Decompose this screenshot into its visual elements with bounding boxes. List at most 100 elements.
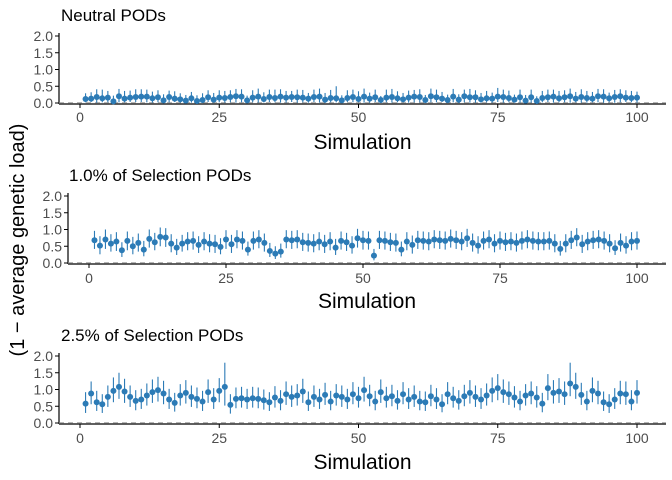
data-point: [533, 394, 540, 401]
data-point: [93, 399, 100, 406]
data-point: [595, 93, 602, 100]
panel-title: 2.5% of Selection PODs: [61, 326, 243, 345]
data-point: [338, 97, 345, 104]
data-point: [283, 391, 290, 398]
data-point: [439, 401, 446, 408]
y-tick-label: 1.5: [43, 205, 63, 221]
data-point: [99, 95, 106, 102]
data-point: [288, 93, 295, 100]
data-point: [349, 93, 356, 100]
data-point: [502, 239, 509, 246]
data-point: [216, 94, 223, 101]
data-point: [188, 95, 195, 102]
y-tick-label: 2.0: [43, 188, 63, 204]
data-point: [260, 397, 267, 404]
data-point: [544, 385, 551, 392]
data-point: [442, 237, 449, 244]
data-point: [533, 97, 540, 104]
x-tick-label: 50: [351, 430, 367, 446]
data-point: [491, 240, 498, 247]
y-tick-label: 1.0: [34, 382, 54, 398]
data-point: [129, 243, 136, 250]
x-tick-label: 75: [490, 430, 506, 446]
data-point: [617, 239, 624, 246]
data-point: [305, 95, 312, 102]
data-point: [171, 399, 178, 406]
data-point: [210, 96, 217, 103]
data-point: [140, 246, 147, 253]
x-tick-label: 0: [76, 430, 84, 446]
x-tick-label: 50: [351, 109, 367, 125]
data-point: [88, 390, 95, 397]
data-point: [283, 94, 290, 101]
data-point: [455, 96, 462, 103]
data-point: [135, 239, 142, 246]
data-point: [528, 94, 535, 101]
data-point: [166, 93, 173, 100]
data-point: [138, 396, 145, 403]
data-point: [634, 389, 640, 396]
data-point: [104, 94, 111, 101]
x-tick-label: 25: [211, 430, 227, 446]
data-point: [82, 400, 89, 407]
data-point: [316, 93, 323, 100]
data-point: [422, 96, 429, 103]
data-point: [628, 94, 635, 101]
data-point: [355, 95, 362, 102]
data-point: [505, 94, 512, 101]
data-point: [93, 93, 100, 100]
data-point: [283, 236, 290, 243]
data-point: [544, 94, 551, 101]
data-point: [453, 237, 460, 244]
data-point: [400, 96, 407, 103]
data-point: [118, 247, 125, 254]
data-point: [500, 389, 507, 396]
data-point: [244, 246, 251, 253]
data-point: [365, 237, 372, 244]
data-point: [179, 240, 186, 247]
data-point: [517, 94, 524, 101]
data-point: [392, 239, 399, 246]
data-point: [600, 399, 607, 406]
data-point: [104, 393, 111, 400]
data-point: [634, 237, 640, 244]
data-point: [310, 393, 317, 400]
data-point: [162, 234, 169, 241]
data-point: [294, 94, 301, 101]
data-point: [249, 94, 256, 101]
data-point: [439, 95, 446, 102]
data-point: [195, 241, 202, 248]
x-axis-label: Simulation: [318, 290, 416, 313]
data-point: [450, 93, 457, 100]
data-point: [327, 94, 334, 101]
data-point: [349, 242, 356, 249]
data-point: [157, 233, 164, 240]
data-point: [115, 383, 122, 390]
data-point: [250, 237, 257, 244]
data-point: [223, 236, 229, 243]
data-point: [524, 236, 531, 243]
data-series: [91, 227, 640, 261]
x-tick-label: 75: [492, 270, 508, 286]
data-point: [489, 95, 496, 102]
data-point: [612, 245, 619, 252]
data-point: [361, 93, 368, 100]
data-point: [623, 242, 630, 249]
data-point: [288, 237, 295, 244]
data-point: [146, 235, 153, 242]
data-point: [124, 237, 131, 244]
data-point: [478, 396, 485, 403]
data-point: [561, 391, 568, 398]
data-point: [394, 397, 401, 404]
data-point: [177, 392, 184, 399]
data-point: [420, 237, 427, 244]
data-point: [294, 236, 301, 243]
data-point: [99, 401, 106, 408]
data-point: [127, 393, 134, 400]
data-point: [622, 391, 629, 398]
data-point: [173, 244, 180, 251]
data-point: [361, 387, 368, 394]
data-point: [184, 238, 191, 245]
data-point: [343, 239, 350, 246]
data-point: [433, 396, 440, 403]
